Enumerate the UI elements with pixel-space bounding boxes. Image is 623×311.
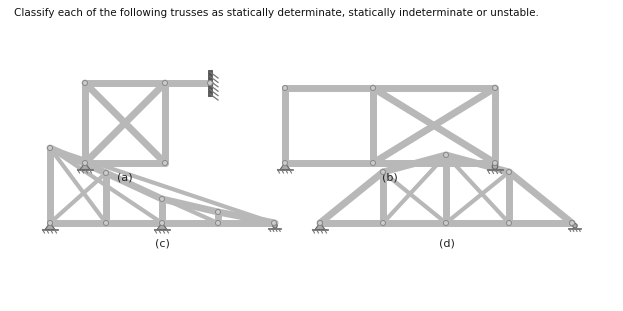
Circle shape <box>506 169 511 174</box>
Text: (d): (d) <box>439 238 455 248</box>
Circle shape <box>569 220 574 225</box>
Text: (a): (a) <box>117 173 133 183</box>
Circle shape <box>47 220 52 225</box>
Circle shape <box>47 146 52 151</box>
Circle shape <box>493 86 498 91</box>
Circle shape <box>163 81 168 86</box>
Circle shape <box>82 160 87 165</box>
Circle shape <box>216 220 221 225</box>
Circle shape <box>444 152 449 157</box>
Polygon shape <box>280 163 290 169</box>
Circle shape <box>163 160 168 165</box>
Circle shape <box>371 160 376 165</box>
Circle shape <box>159 220 164 225</box>
Circle shape <box>318 220 323 225</box>
Circle shape <box>381 169 386 174</box>
Circle shape <box>216 210 221 215</box>
Circle shape <box>103 170 108 175</box>
Circle shape <box>318 220 323 225</box>
Circle shape <box>282 86 287 91</box>
Polygon shape <box>157 223 167 230</box>
Circle shape <box>492 164 498 169</box>
Circle shape <box>103 220 108 225</box>
Polygon shape <box>45 223 55 230</box>
Circle shape <box>159 197 164 202</box>
Circle shape <box>506 220 511 225</box>
Circle shape <box>272 220 277 225</box>
Text: (b): (b) <box>382 173 398 183</box>
Polygon shape <box>80 163 90 169</box>
Circle shape <box>273 224 277 228</box>
Polygon shape <box>315 223 325 230</box>
Circle shape <box>371 86 376 91</box>
Circle shape <box>569 220 574 225</box>
Circle shape <box>82 81 87 86</box>
Circle shape <box>444 220 449 225</box>
Circle shape <box>381 220 386 225</box>
Circle shape <box>573 224 577 228</box>
Circle shape <box>207 81 212 86</box>
Text: (c): (c) <box>155 238 169 248</box>
Text: Classify each of the following trusses as statically determinate, statically ind: Classify each of the following trusses a… <box>14 8 539 18</box>
Circle shape <box>282 160 287 165</box>
Circle shape <box>493 160 498 165</box>
